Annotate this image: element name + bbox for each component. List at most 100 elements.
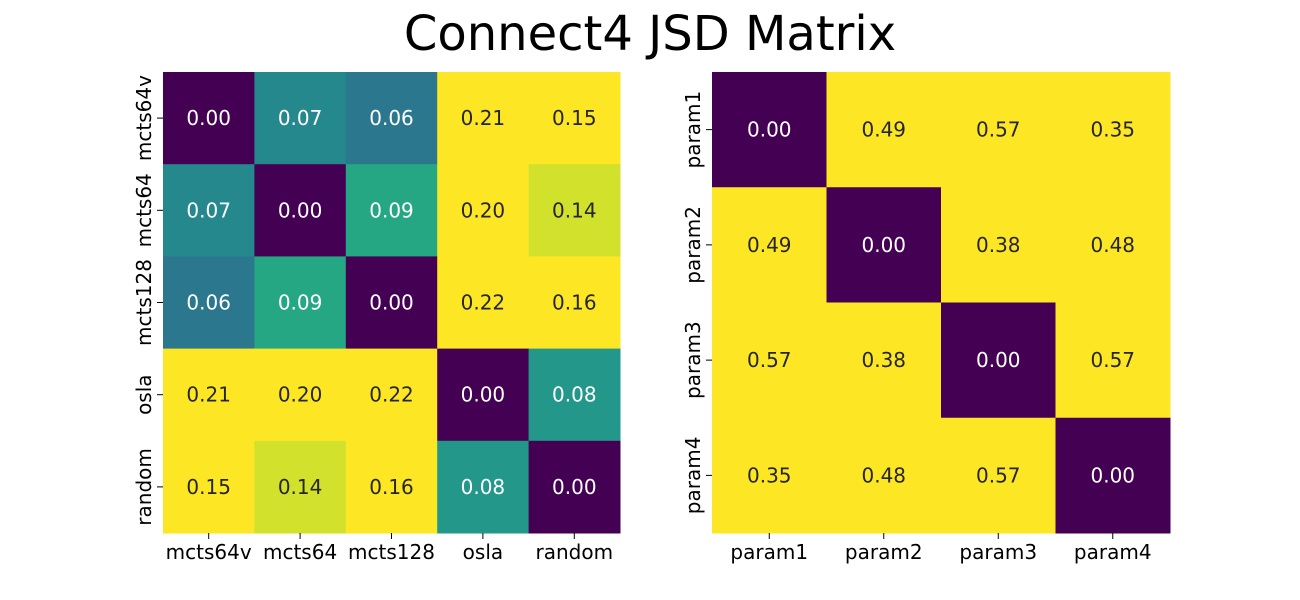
cell-value-label: 0.00 — [861, 233, 906, 257]
cell-value-label: 0.20 — [461, 198, 506, 222]
heatmap-cell — [345, 72, 438, 165]
cell-value-label: 0.08 — [461, 475, 506, 499]
x-tick-label: param3 — [959, 540, 1037, 564]
heatmap-cell — [712, 417, 827, 534]
cell-value-label: 0.07 — [186, 198, 231, 222]
heatmap-cell — [528, 348, 621, 442]
heatmap-cell — [712, 187, 827, 303]
cell-value-label: 0.22 — [369, 383, 414, 407]
cell-value-label: 0.15 — [186, 475, 231, 499]
heatmap-cell — [712, 72, 827, 188]
cell-value-label: 0.06 — [369, 106, 414, 130]
heatmap-cell — [254, 72, 347, 165]
y-tick-label: param4 — [681, 437, 705, 515]
heatmap-cell — [1055, 302, 1171, 419]
heatmap-cell — [163, 164, 255, 257]
cell-value-label: 0.21 — [461, 106, 506, 130]
heatmap-cell — [437, 348, 530, 442]
heatmap-cell — [941, 302, 1056, 419]
cell-value-label: 0.16 — [369, 475, 414, 499]
cell-value-label: 0.57 — [976, 118, 1021, 142]
y-tick-label: mcts128 — [132, 259, 156, 346]
cell-value-label: 0.09 — [278, 291, 323, 315]
cell-value-label: 0.00 — [369, 291, 414, 315]
cell-value-label: 0.00 — [278, 198, 323, 222]
x-tick-label: param4 — [1074, 540, 1152, 564]
heatmap-cell — [254, 256, 347, 350]
heatmap-cell — [1055, 72, 1171, 188]
y-tick-label: param2 — [681, 206, 705, 284]
x-tick-label: mcts128 — [348, 540, 435, 564]
y-tick-label: param1 — [681, 91, 705, 169]
cell-value-label: 0.00 — [186, 106, 231, 130]
x-tick-label: mcts64v — [166, 540, 252, 564]
cell-value-label: 0.06 — [186, 291, 231, 315]
heatmap-cell — [345, 164, 438, 257]
cell-value-label: 0.57 — [747, 348, 792, 372]
heatmap-cell — [163, 348, 255, 442]
cell-value-label: 0.57 — [1090, 348, 1135, 372]
cell-value-label: 0.38 — [861, 348, 906, 372]
heatmap-cell — [528, 164, 621, 257]
heatmap-cell — [528, 440, 621, 534]
heatmap-cell — [163, 72, 255, 165]
heatmap-cell — [941, 417, 1056, 534]
heatmap-cell — [437, 256, 530, 350]
heatmap-cell — [1055, 187, 1171, 303]
heatmap-agents: 0.00 0.07 0.06 0.21 0.15 0.07 0.00 0.09 0.20 0.14… — [132, 72, 621, 564]
cell-value-label: 0.00 — [552, 475, 597, 499]
heatmap-cell — [254, 440, 347, 534]
heatmap-cell — [345, 348, 438, 442]
y-tick-label: mcts64v — [132, 75, 156, 161]
heatmap-cell — [437, 164, 530, 257]
cell-value-label: 0.38 — [976, 233, 1021, 257]
cell-value-label: 0.15 — [552, 106, 597, 130]
cell-value-label: 0.48 — [861, 463, 906, 487]
cell-value-label: 0.00 — [747, 118, 792, 142]
heatmap-cell — [826, 72, 942, 188]
y-tick-label: param3 — [681, 321, 705, 399]
y-tick-label: osla — [132, 374, 156, 414]
heatmap-cell — [826, 302, 942, 419]
heatmap-cell — [826, 417, 942, 534]
cell-value-label: 0.09 — [369, 198, 414, 222]
heatmap-cell — [163, 256, 255, 350]
x-tick-label: mcts64 — [263, 540, 337, 564]
cell-value-label: 0.07 — [278, 106, 323, 130]
cell-value-label: 0.48 — [1090, 233, 1135, 257]
cell-value-label: 0.35 — [1090, 118, 1135, 142]
heatmap-cell — [941, 187, 1056, 303]
y-tick-label: mcts64 — [132, 173, 156, 247]
heatmap-cell — [826, 187, 942, 303]
cell-value-label: 0.20 — [278, 383, 323, 407]
heatmap-cell — [345, 440, 438, 534]
cell-value-label: 0.35 — [747, 463, 792, 487]
heatmap-cell — [528, 72, 621, 165]
y-tick-label: random — [132, 448, 156, 526]
x-tick-label: param2 — [845, 540, 923, 564]
heatmap-cell — [254, 164, 347, 257]
heatmap-cell — [1055, 417, 1171, 534]
heatmap-params: 0.00 0.49 0.57 0.35 0.49 0.00 0.38 0.48 0.57 0.38… — [681, 72, 1171, 564]
cell-value-label: 0.16 — [552, 291, 597, 315]
x-tick-label: param1 — [730, 540, 808, 564]
cell-value-label: 0.22 — [461, 291, 506, 315]
cell-value-label: 0.21 — [186, 383, 231, 407]
heatmap-cell — [941, 72, 1056, 188]
chart-title: Connect4 JSD Matrix — [403, 6, 897, 62]
cell-value-label: 0.49 — [747, 233, 792, 257]
x-tick-label: osla — [463, 540, 503, 564]
heatmap-cell — [712, 302, 827, 419]
cell-value-label: 0.00 — [976, 348, 1021, 372]
x-tick-label: random — [536, 540, 614, 564]
heatmap-cell — [254, 348, 347, 442]
cell-value-label: 0.14 — [552, 198, 597, 222]
heatmap-cell — [345, 256, 438, 350]
cell-value-label: 0.14 — [278, 475, 323, 499]
heatmap-cell — [528, 256, 621, 350]
heatmap-cell — [437, 440, 530, 534]
cell-value-label: 0.00 — [461, 383, 506, 407]
heatmap-cell — [163, 440, 255, 534]
cell-value-label: 0.00 — [1090, 463, 1135, 487]
